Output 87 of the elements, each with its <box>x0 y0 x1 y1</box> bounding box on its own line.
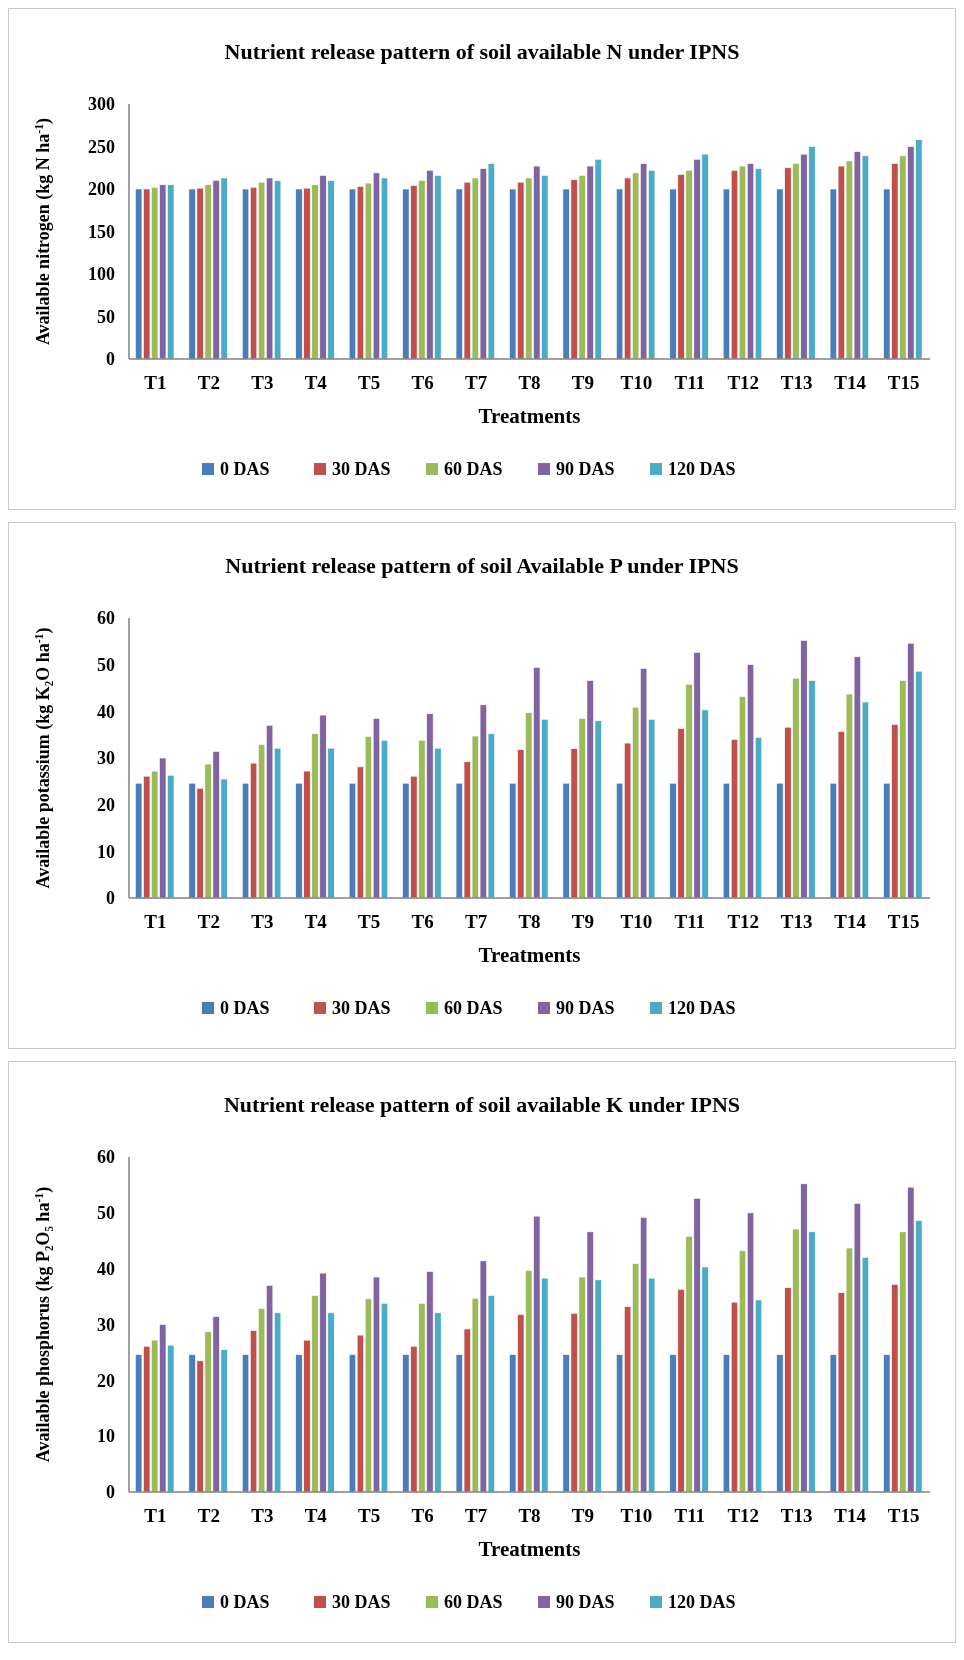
x-tick-label: T9 <box>571 372 595 393</box>
x-tick-label: T2 <box>197 372 220 393</box>
y-tick-label: 300 <box>88 94 115 115</box>
x-tick-label: T15 <box>887 911 920 932</box>
x-tick-label: T13 <box>780 911 813 932</box>
x-tick-label: T12 <box>727 1505 760 1526</box>
y-tick-label: 30 <box>97 1314 115 1335</box>
y-tick-label: 50 <box>97 1203 115 1224</box>
x-tick-label: T11 <box>674 372 706 393</box>
x-tick-label: T4 <box>304 911 328 932</box>
legend-label: 60 DAS <box>444 998 503 1019</box>
x-tick-label: T6 <box>411 372 434 393</box>
x-axis-title: Treatments <box>478 1537 581 1561</box>
y-tick-label: 30 <box>97 748 115 769</box>
y-tick-label: 60 <box>97 608 115 629</box>
x-axis-title: Treatments <box>478 404 581 428</box>
x-tick-label: T14 <box>834 372 867 393</box>
legend-label: 60 DAS <box>444 459 503 480</box>
x-tick-label: T8 <box>518 1505 541 1526</box>
x-tick-label: T3 <box>251 911 274 932</box>
x-tick-label: T7 <box>464 911 488 932</box>
y-tick-label: 250 <box>88 136 115 157</box>
x-tick-label: T11 <box>674 1505 706 1526</box>
y-tick-label: 0 <box>106 1482 115 1503</box>
x-tick-label: T15 <box>887 372 920 393</box>
legend-label: 120 DAS <box>668 459 736 480</box>
legend-label: 90 DAS <box>556 1592 615 1613</box>
x-tick-label: T4 <box>304 1505 328 1526</box>
chart-title: Nutrient release pattern of soil available K under IPNS <box>223 1092 741 1117</box>
x-tick-label: T14 <box>834 911 867 932</box>
legend-label: 120 DAS <box>668 998 736 1019</box>
y-tick-label: 40 <box>97 1258 115 1279</box>
x-tick-label: T8 <box>518 372 541 393</box>
x-tick-label: T13 <box>780 372 813 393</box>
legend-label: 30 DAS <box>332 459 391 480</box>
x-tick-label: T10 <box>620 1505 653 1526</box>
legend-label: 0 DAS <box>220 1592 270 1613</box>
x-tick-label: T1 <box>144 372 167 393</box>
y-tick-label: 20 <box>97 794 115 815</box>
y-tick-label: 0 <box>106 349 115 370</box>
y-tick-label: 10 <box>97 841 115 862</box>
y-tick-label: 40 <box>97 701 115 722</box>
y-tick-label: 10 <box>97 1426 115 1447</box>
x-tick-label: T15 <box>887 1505 920 1526</box>
x-tick-label: T2 <box>197 1505 220 1526</box>
x-tick-label: T5 <box>358 1505 381 1526</box>
x-tick-label: T5 <box>358 372 381 393</box>
x-tick-label: T1 <box>144 1505 167 1526</box>
x-tick-label: T3 <box>251 372 274 393</box>
x-tick-label: T2 <box>197 911 220 932</box>
y-tick-label: 60 <box>97 1147 115 1168</box>
legend-label: 60 DAS <box>444 1592 503 1613</box>
x-axis-title: Treatments <box>478 943 581 967</box>
x-tick-label: T14 <box>834 1505 867 1526</box>
x-tick-label: T7 <box>464 1505 488 1526</box>
legend-label: 120 DAS <box>668 1592 736 1613</box>
x-tick-label: T10 <box>620 911 653 932</box>
legend-label: 90 DAS <box>556 459 615 480</box>
chart-title: Nutrient release pattern of soil available N under IPNS <box>224 39 740 64</box>
x-tick-label: T8 <box>518 911 541 932</box>
x-tick-label: T11 <box>674 911 706 932</box>
y-tick-label: 0 <box>106 888 115 909</box>
y-tick-label: 200 <box>88 179 115 200</box>
x-tick-label: T12 <box>727 911 760 932</box>
x-tick-label: T10 <box>620 372 653 393</box>
y-tick-label: 50 <box>97 654 115 675</box>
x-tick-label: T9 <box>571 1505 595 1526</box>
y-tick-label: 50 <box>97 306 115 327</box>
x-tick-label: T9 <box>571 911 595 932</box>
x-tick-label: T13 <box>780 1505 813 1526</box>
x-tick-label: T6 <box>411 1505 434 1526</box>
x-tick-label: T5 <box>358 911 381 932</box>
legend-label: 30 DAS <box>332 1592 391 1613</box>
x-tick-label: T7 <box>464 372 488 393</box>
legend-label: 0 DAS <box>220 998 270 1019</box>
x-tick-label: T3 <box>251 1505 274 1526</box>
y-tick-label: 20 <box>97 1370 115 1391</box>
x-tick-label: T12 <box>727 372 760 393</box>
x-tick-label: T1 <box>144 911 167 932</box>
legend-label: 90 DAS <box>556 998 615 1019</box>
chart-title: Nutrient release pattern of soil Available P under IPNS <box>225 553 739 578</box>
y-tick-label: 100 <box>88 264 115 285</box>
x-tick-label: T4 <box>304 372 328 393</box>
y-tick-label: 150 <box>88 221 115 242</box>
legend-label: 30 DAS <box>332 998 391 1019</box>
x-tick-label: T6 <box>411 911 434 932</box>
legend-label: 0 DAS <box>220 459 270 480</box>
